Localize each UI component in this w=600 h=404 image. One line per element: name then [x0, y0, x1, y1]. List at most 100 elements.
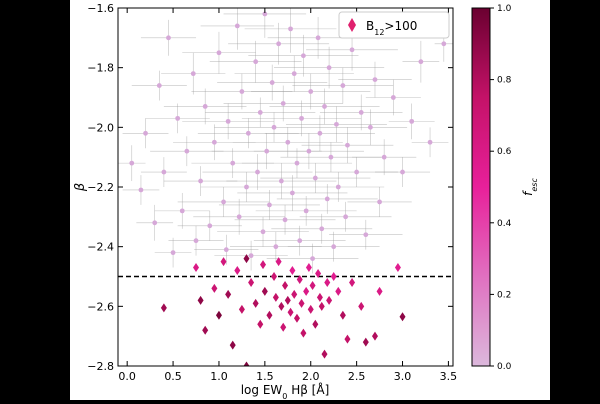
data-point	[334, 121, 339, 127]
b12-diamond-point	[215, 310, 222, 320]
colorbar-tick-label: 1.0	[497, 4, 512, 14]
data-point	[216, 50, 222, 56]
colorbar	[471, 7, 491, 367]
b12-diamond-point	[243, 361, 250, 366]
data-point	[289, 190, 295, 196]
data-point	[221, 199, 226, 205]
x-tick-label: 2.5	[348, 370, 366, 383]
data-point	[230, 160, 236, 166]
b12-diamond-point	[275, 257, 282, 267]
x-axis-label: log EW0 Hβ [Å]	[241, 382, 330, 400]
data-point	[291, 71, 297, 77]
data-point	[143, 130, 148, 136]
b12-diamond-point	[260, 260, 267, 270]
data-point	[190, 71, 196, 77]
data-point	[400, 169, 405, 175]
b12-diamond-point	[298, 298, 305, 308]
b12-diamond-point	[282, 280, 289, 290]
b12-diamond-point	[358, 301, 365, 311]
data-point	[207, 223, 213, 229]
data-point	[262, 11, 268, 17]
data-point	[211, 139, 217, 145]
data-point	[331, 244, 337, 250]
data-point	[166, 35, 171, 41]
data-point	[363, 232, 369, 238]
data-point	[343, 214, 349, 220]
data-point	[358, 110, 364, 115]
b12-diamond-point	[284, 295, 291, 305]
data-point	[264, 148, 270, 154]
b12-diamond-point	[225, 289, 232, 299]
b12-diamond-point	[315, 269, 322, 279]
data-point	[335, 184, 341, 190]
b12-diamond-point	[197, 295, 204, 305]
colorbar-label: fesc	[521, 178, 539, 196]
b12-diamond-point	[394, 263, 401, 273]
y-tick-label: −1.8	[87, 62, 114, 75]
y-axis-label: β	[73, 183, 88, 192]
legend-label: B12>100	[366, 19, 417, 37]
data-point	[299, 115, 304, 121]
b12-diamond-point	[220, 257, 227, 267]
b12-diamond-point	[312, 319, 319, 329]
b12-diamond-point	[305, 263, 312, 273]
legend-marker	[348, 18, 356, 32]
b12-diamond-point	[261, 286, 268, 296]
data-point	[257, 110, 263, 115]
legend-box	[338, 11, 450, 39]
data-point	[225, 118, 231, 124]
x-tick-label: 1.5	[256, 370, 274, 383]
data-point	[324, 196, 330, 202]
y-axis-ticks: −2.8 −2.6 −2.4 −2.2 −2.0 −1.8 −1.6	[87, 2, 453, 373]
data-point	[273, 244, 279, 250]
data-point	[223, 247, 229, 253]
b12-sample-points	[160, 254, 406, 366]
data-point	[129, 160, 135, 166]
data-point	[326, 65, 332, 71]
data-point	[340, 83, 346, 88]
data-point	[198, 178, 204, 184]
b12-diamond-point	[296, 274, 303, 284]
x-tick-label: 1.0	[210, 370, 228, 383]
x-tick-label: 0.0	[118, 370, 135, 383]
data-point	[138, 187, 144, 193]
data-point	[345, 142, 350, 148]
b12-diamond-point	[293, 313, 300, 323]
b12-diamond-point	[349, 277, 356, 287]
data-point	[161, 169, 167, 175]
b12-diamond-point	[362, 337, 369, 347]
b12-diamond-point	[307, 304, 314, 314]
data-point	[288, 26, 293, 32]
data-point	[156, 83, 162, 88]
data-point	[294, 160, 300, 166]
b12-diamond-point	[160, 303, 167, 313]
x-tick-label: 3.5	[440, 370, 458, 383]
data-point	[175, 115, 181, 121]
x-tick-label: 2.0	[302, 370, 320, 383]
data-point	[354, 169, 360, 175]
b12-diamond-point	[248, 277, 255, 287]
b12-diamond-point	[287, 307, 294, 317]
b12-diamond-point	[303, 286, 310, 296]
data-point	[184, 148, 190, 154]
b12-diamond-point	[335, 286, 342, 296]
data-point	[427, 139, 433, 145]
y-tick-label: −2.4	[87, 241, 114, 254]
colorbar-tick-label: 0.4	[497, 219, 512, 229]
y-tick-label: −2.0	[87, 121, 114, 134]
b12-diamond-point	[324, 277, 331, 287]
scatter-chart: 0.0 0.5 1.0 1.5 2.0 2.5 3.0 3.5 −2.8−2.6−2.4−2.…	[73, 2, 539, 401]
data-point	[248, 253, 254, 259]
b12-diamond-point	[211, 283, 218, 293]
data-point	[276, 41, 282, 47]
data-point	[255, 169, 260, 175]
b12-diamond-point	[271, 272, 278, 281]
data-point	[372, 77, 378, 82]
data-point	[319, 226, 325, 232]
colorbar-tick-label: 0.8	[497, 76, 512, 86]
colorbar-tick-label: 0.0	[497, 362, 512, 372]
data-point	[179, 208, 185, 214]
y-tick-label: −2.2	[87, 181, 114, 194]
data-point	[202, 104, 208, 109]
error-bars	[118, 8, 453, 274]
